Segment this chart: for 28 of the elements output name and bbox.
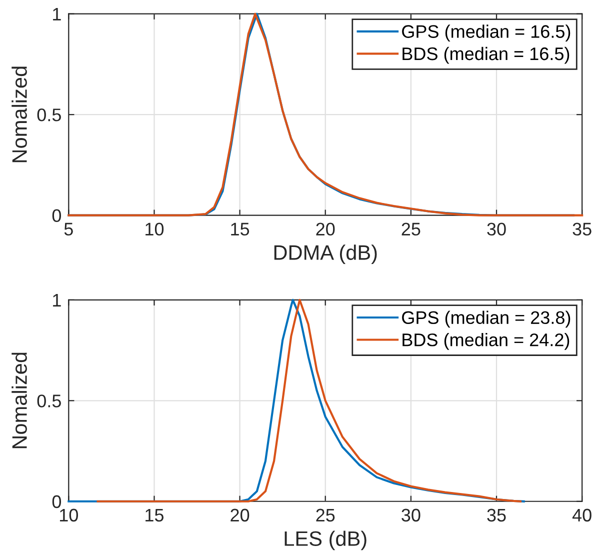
y-tick-label: 0 xyxy=(52,495,62,508)
legend-label: BDS (median = 16.5) xyxy=(402,46,570,64)
x-tick-label: 20 xyxy=(316,222,335,236)
x-tick-label: 20 xyxy=(230,508,250,522)
x-axis-title: LES (dB) xyxy=(284,530,366,550)
x-tick-label: 30 xyxy=(402,508,420,522)
x-tick-label: 35 xyxy=(487,508,506,522)
x-tick-label: 15 xyxy=(146,508,164,522)
x-tick-label: 35 xyxy=(572,222,592,236)
y-axis-title: Nomalized xyxy=(12,66,27,162)
x-tick-label: 40 xyxy=(572,508,592,522)
y-tick-label: 1 xyxy=(53,8,61,20)
legend-label: GPS (median = 23.8) xyxy=(402,310,570,328)
y-tick-label: 0.5 xyxy=(37,108,61,122)
x-tick-label: 25 xyxy=(402,222,420,236)
x-tick-label: 15 xyxy=(231,222,250,236)
x-tick-label: 5 xyxy=(64,222,73,236)
x-tick-label: 10 xyxy=(146,222,164,236)
legend-label: GPS (median = 16.5) xyxy=(402,24,570,42)
x-axis-title: DDMA (dB) xyxy=(274,244,377,264)
y-tick-label: 1 xyxy=(53,294,61,306)
legend-label: BDS (median = 24.2) xyxy=(402,332,570,350)
y-tick-label: 0.5 xyxy=(37,394,61,408)
x-tick-label: 25 xyxy=(316,508,335,522)
x-tick-label: 30 xyxy=(487,222,506,236)
y-tick-label: 0 xyxy=(52,209,62,222)
x-tick-label: 10 xyxy=(60,508,78,522)
y-axis-title: Nomalized xyxy=(12,352,27,448)
